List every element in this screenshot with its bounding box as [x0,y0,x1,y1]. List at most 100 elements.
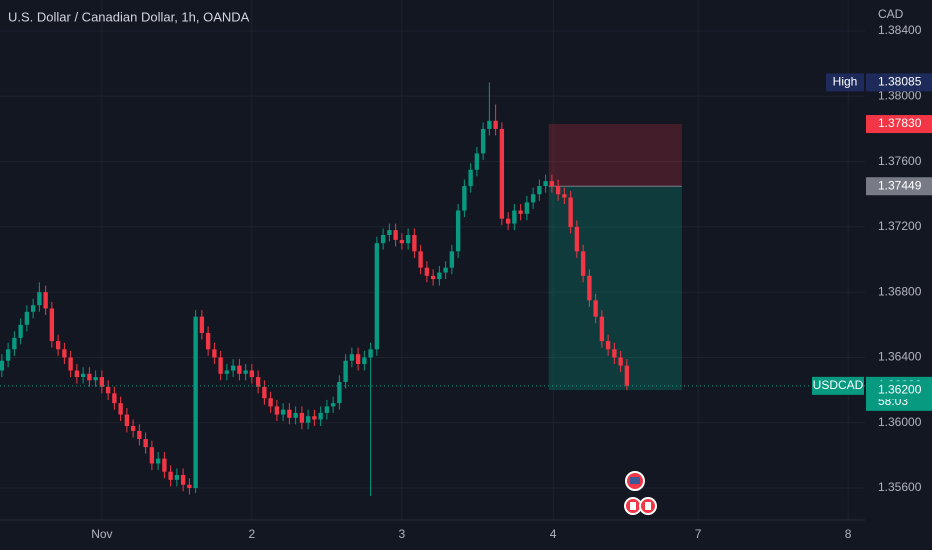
candle-body [368,349,373,358]
candle-body [62,349,67,358]
candle-body [230,365,236,371]
candle-body [37,292,42,306]
candle-body [505,218,511,224]
candle-body [480,128,486,154]
candle-body [343,360,348,382]
candle-body [418,251,423,268]
y-tick-label: 1.36800 [878,284,922,298]
x-tick-label: 4 [550,527,557,541]
price-badge [866,115,932,134]
candle-body [105,386,111,394]
candle-body [12,337,17,350]
price-badge [866,381,932,400]
candle-body [80,373,86,378]
x-tick-label: Nov [91,527,112,541]
candle-body [299,412,305,423]
candle-body [555,186,561,195]
price-badge [866,177,932,196]
candle-body [193,316,198,489]
y-tick-label: 1.35600 [878,480,922,494]
candle-body [455,210,461,252]
candle-body [468,169,473,187]
axis: 1.35600 1.36000 1.36400 1.36800 1.37200 1.376… [91,23,932,541]
candle-body [255,377,261,387]
candle-body [412,235,417,252]
candle-body [599,316,605,342]
price-name: USDCAD [813,378,864,392]
candle-body [130,425,136,431]
candle-body [437,272,442,280]
candle-body [337,381,342,404]
candle-body [530,194,536,203]
candle-body [449,251,455,268]
candle-body [537,186,542,195]
x-tick-label: 8 [845,527,852,541]
candle-body [149,447,155,464]
candle-body [168,471,173,480]
candle-body [268,398,273,407]
candle-body [187,484,192,489]
price-badge [866,73,932,92]
candle-body [293,412,298,418]
candle-body [5,349,11,361]
candle-body [274,406,280,415]
flag [630,502,636,510]
candle-body [393,230,398,240]
candle-body [43,292,48,309]
plot [0,82,865,497]
price-name-badge [826,73,864,92]
candle-body [587,275,592,301]
price-label: 1.37830 [878,116,922,130]
candle-body [549,181,555,187]
candle-body [518,210,523,214]
candle-body [374,243,380,350]
candle-body [124,414,130,426]
flag [630,477,640,484]
candle-body [605,341,611,350]
flag [645,502,651,510]
candle-body [212,349,217,358]
candle-body [118,403,123,415]
stop-zone [548,124,682,187]
candle-body [262,386,267,399]
x-tick-label: 3 [399,527,406,541]
y-tick-label: 1.38000 [878,88,922,102]
candle-body [287,409,292,418]
candle-body [387,230,392,236]
x-tick-label: 7 [695,527,702,541]
candle-body [355,354,361,364]
candle-body [318,412,323,420]
candle-body [237,365,242,374]
candle-body [93,377,98,381]
price-label: 1.36200 [878,382,922,396]
candle-body [55,341,61,350]
candle-body [162,458,167,472]
candle-body [112,393,117,404]
price-name: High [833,75,858,89]
candle-body [24,311,30,325]
candle-body [612,349,617,358]
candle-body [462,186,467,211]
candle-body [305,416,311,423]
candle-body [574,226,580,252]
candle-body [224,370,230,374]
candle-body [424,267,430,276]
candle-body [18,324,23,338]
candle-body [524,202,530,214]
y-tick-label: 1.38400 [878,23,922,37]
candle-body [330,403,336,407]
candle-body [562,194,567,198]
candle-body [205,332,211,350]
candle-body [543,181,548,187]
candle-body [362,357,367,364]
currency: CAD [878,7,904,21]
candle-body [280,409,286,415]
y-tick-label: 1.36400 [878,350,922,364]
y-tick-label: 1.37200 [878,219,922,233]
candle-body [618,357,623,366]
candle-body [580,251,586,276]
candle-body [249,370,255,378]
candle-body [155,458,161,464]
